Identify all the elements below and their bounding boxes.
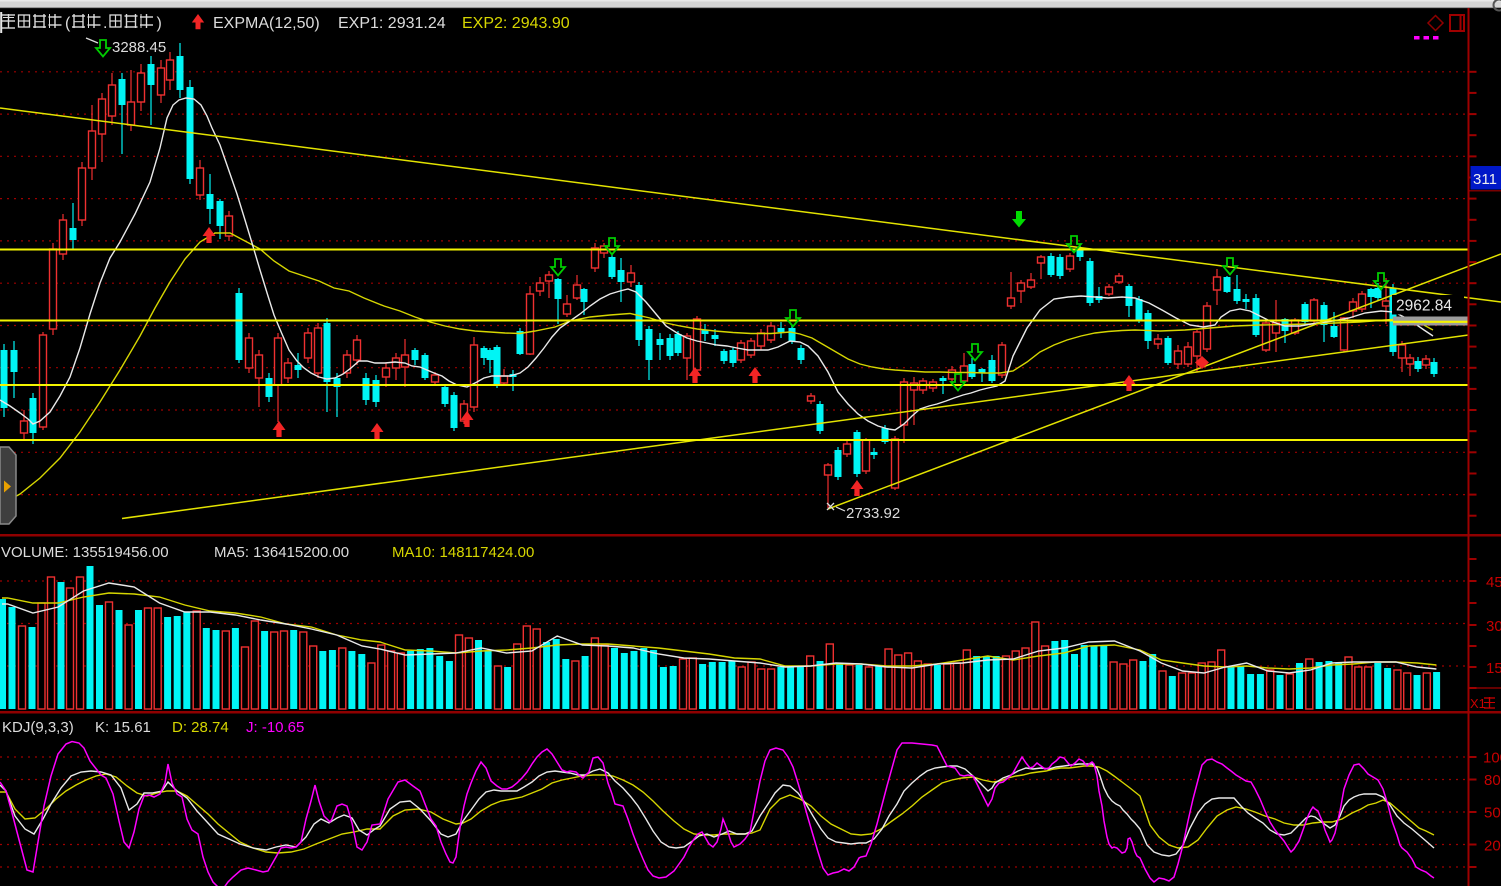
svg-text:1500: 1500 [1486, 660, 1501, 677]
svg-text:EXP2: 2943.90: EXP2: 2943.90 [462, 15, 570, 32]
svg-text:EXP1: 2931.24: EXP1: 2931.24 [338, 15, 446, 32]
svg-text:X1: X1 [1470, 696, 1486, 711]
svg-text:K: 15.61: K: 15.61 [95, 719, 151, 736]
svg-text:VOLUME: 135519456.00: VOLUME: 135519456.00 [1, 544, 169, 561]
svg-text:50: 50 [1484, 805, 1501, 822]
svg-text:): ) [157, 15, 162, 32]
svg-text:.: . [103, 15, 107, 32]
svg-text:2733.92: 2733.92 [846, 505, 900, 522]
svg-text:D: 28.74: D: 28.74 [172, 719, 229, 736]
svg-text:(: ( [65, 15, 71, 32]
svg-text:80: 80 [1484, 772, 1501, 789]
svg-text:3288.45: 3288.45 [112, 39, 166, 56]
svg-text:311: 311 [1473, 171, 1497, 188]
svg-text:2962.84: 2962.84 [1396, 298, 1452, 315]
svg-text:EXPMA(12,50): EXPMA(12,50) [213, 15, 320, 32]
svg-text:MA5: 136415200.00: MA5: 136415200.00 [214, 544, 349, 561]
svg-text:100: 100 [1483, 750, 1501, 767]
svg-text:KDJ(9,3,3): KDJ(9,3,3) [2, 719, 74, 736]
svg-text:J: -10.65: J: -10.65 [246, 719, 304, 736]
svg-text:3000: 3000 [1486, 618, 1501, 635]
svg-text:4500: 4500 [1486, 574, 1501, 591]
svg-text:MA10: 148117424.00: MA10: 148117424.00 [392, 544, 534, 561]
svg-text:20: 20 [1484, 838, 1501, 855]
